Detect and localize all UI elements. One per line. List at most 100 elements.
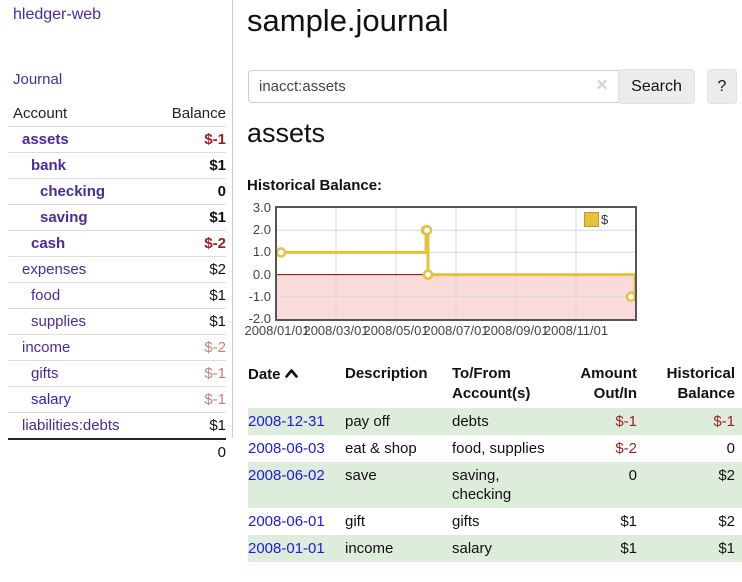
historical-balance-label: Historical Balance: bbox=[247, 177, 383, 194]
app-title-link[interactable]: hledger-web bbox=[13, 6, 102, 23]
account-balance: $-1 bbox=[204, 391, 226, 408]
account-link-food[interactable]: food bbox=[31, 287, 61, 304]
accounts-header-account: Account bbox=[13, 105, 68, 122]
legend-swatch-icon bbox=[584, 212, 599, 227]
account-row: liabilities:debts $1 bbox=[8, 412, 226, 440]
transaction-amount: $1 bbox=[620, 540, 637, 557]
transaction-amount: $-1 bbox=[615, 413, 637, 430]
account-balance: $1 bbox=[209, 157, 226, 174]
balance-chart: 3.0 2.0 1.0 0.0 -1.0 -2.0 $ 2008/01/01 2008/03… bbox=[240, 200, 742, 342]
x-axis-tick-label: 2008/09/01 bbox=[483, 323, 549, 338]
account-row: cash $-2 bbox=[8, 230, 226, 257]
account-row: salary $-1 bbox=[8, 386, 226, 413]
account-balance: $1 bbox=[209, 209, 226, 226]
account-row: expenses $2 bbox=[8, 256, 226, 283]
account-link-salary[interactable]: salary bbox=[31, 391, 72, 408]
account-row: bank $1 bbox=[8, 152, 226, 179]
transaction-accounts: debts bbox=[452, 413, 489, 430]
register-header-row: Date Description To/From Account(s) Amou… bbox=[248, 362, 742, 408]
y-axis-tick-label: -1.0 bbox=[248, 288, 271, 304]
transaction-date-link[interactable]: 2008-06-02 bbox=[248, 467, 325, 484]
accounts-total-spacer bbox=[8, 438, 146, 465]
help-button[interactable]: ? bbox=[707, 69, 737, 104]
x-axis-tick-label: 2008/03/01 bbox=[303, 323, 369, 338]
x-axis-tick-label: 2008/11/01 bbox=[543, 323, 609, 338]
account-row: checking 0 bbox=[8, 178, 226, 205]
account-row: supplies $1 bbox=[8, 308, 226, 335]
register-row: 2008-06-01 gift gifts $1 $2 bbox=[248, 508, 742, 535]
legend-label: $ bbox=[601, 212, 609, 227]
transaction-balance: $-1 bbox=[713, 413, 735, 430]
account-heading: assets bbox=[247, 118, 326, 148]
transaction-date-link[interactable]: 2008-06-01 bbox=[248, 513, 325, 530]
transaction-description: gift bbox=[345, 513, 366, 530]
sidebar-item-journal[interactable]: Journal bbox=[13, 71, 63, 88]
account-link-supplies[interactable]: supplies bbox=[31, 313, 87, 330]
account-row: gifts $-1 bbox=[8, 360, 226, 387]
search-input[interactable] bbox=[248, 70, 636, 103]
accounts-table: Account Balance assets $-1 bank $1 checking 0… bbox=[8, 101, 226, 465]
transaction-balance: 0 bbox=[726, 440, 735, 457]
account-row: assets $-1 bbox=[8, 126, 226, 153]
account-link-checking[interactable]: checking bbox=[40, 183, 106, 200]
account-balance: $1 bbox=[209, 287, 226, 304]
transaction-balance: $2 bbox=[718, 513, 735, 530]
account-link-gifts[interactable]: gifts bbox=[31, 365, 59, 382]
register-header-date[interactable]: Date bbox=[248, 362, 345, 408]
transaction-date-link[interactable]: 2008-12-31 bbox=[248, 413, 325, 430]
transaction-description: pay off bbox=[345, 413, 390, 430]
transaction-accounts: food, supplies bbox=[452, 440, 545, 457]
transaction-description: eat & shop bbox=[345, 440, 417, 457]
register-table: Date Description To/From Account(s) Amou… bbox=[248, 362, 742, 562]
account-row: food $1 bbox=[8, 282, 226, 309]
chevron-up-icon bbox=[284, 364, 298, 384]
account-balance: $-1 bbox=[204, 131, 226, 148]
register-header-amount: Amount Out/In bbox=[580, 365, 637, 402]
account-balance: $1 bbox=[209, 417, 226, 434]
transaction-description: save bbox=[345, 467, 377, 484]
account-balance: $-1 bbox=[204, 365, 226, 382]
x-axis-tick-label: 2008/01/01 bbox=[244, 323, 310, 338]
transaction-amount: $1 bbox=[620, 513, 637, 530]
register-row: 2008-06-02 save saving, checking 0 $2 bbox=[248, 462, 742, 508]
account-link-expenses[interactable]: expenses bbox=[22, 261, 87, 278]
account-link-liabilities-debts[interactable]: liabilities:debts bbox=[22, 417, 120, 434]
accounts-header-row: Account Balance bbox=[8, 101, 226, 127]
y-axis-tick-label: 2.0 bbox=[252, 222, 271, 238]
transaction-accounts: salary bbox=[452, 540, 493, 557]
transaction-balance: $2 bbox=[718, 467, 735, 484]
page-title: sample.journal bbox=[247, 3, 449, 38]
search-button[interactable]: Search bbox=[618, 69, 695, 104]
account-balance: $-2 bbox=[204, 235, 226, 252]
transaction-amount: 0 bbox=[628, 467, 637, 484]
chart-plot-area[interactable]: $ bbox=[275, 206, 637, 321]
account-balance: $2 bbox=[209, 261, 226, 278]
account-row: income $-2 bbox=[8, 334, 226, 361]
accounts-total-row: 0 bbox=[8, 438, 226, 465]
account-link-bank[interactable]: bank bbox=[31, 157, 67, 174]
register-row: 2008-01-01 income salary $1 $1 bbox=[248, 535, 742, 562]
accounts-total-value: 0 bbox=[146, 438, 226, 465]
transaction-balance: $1 bbox=[718, 540, 735, 557]
account-link-cash[interactable]: cash bbox=[31, 235, 66, 252]
register-header-accounts: To/From Account(s) bbox=[452, 365, 531, 402]
register-header-description: Description bbox=[345, 365, 428, 382]
transaction-date-link[interactable]: 2008-06-03 bbox=[248, 440, 325, 457]
sidebar: hledger-web Journal Account Balance asse… bbox=[0, 0, 233, 465]
transaction-accounts: gifts bbox=[452, 513, 480, 530]
transaction-accounts: saving, checking bbox=[452, 467, 512, 503]
y-axis-tick-label: 1.0 bbox=[252, 244, 271, 260]
y-axis-tick-label: 3.0 bbox=[252, 200, 271, 215]
clear-search-icon[interactable]: × bbox=[596, 75, 608, 96]
transaction-date-link[interactable]: 2008-01-01 bbox=[248, 540, 325, 557]
register-row: 2008-12-31 pay off debts $-1 $-1 bbox=[248, 408, 742, 435]
accounts-header-balance: Balance bbox=[171, 105, 226, 122]
chart-canvas bbox=[277, 208, 635, 319]
account-balance: $1 bbox=[209, 313, 226, 330]
account-link-income[interactable]: income bbox=[22, 339, 71, 356]
chart-legend: $ bbox=[584, 212, 608, 227]
account-link-assets[interactable]: assets bbox=[22, 131, 69, 148]
register-header-balance: Historical Balance bbox=[666, 365, 735, 402]
account-link-saving[interactable]: saving bbox=[40, 209, 88, 226]
